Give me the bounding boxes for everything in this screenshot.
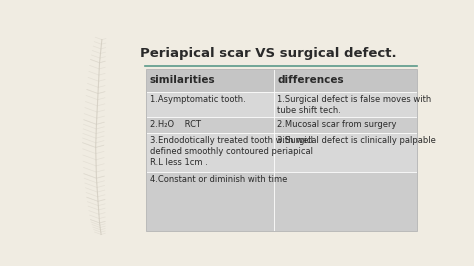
Text: 4.Constant or diminish with time: 4.Constant or diminish with time (150, 175, 287, 184)
Text: differences: differences (277, 76, 344, 85)
Text: 3.Endodotically treated tooth with well
defined smoothly contoured periapical
R.: 3.Endodotically treated tooth with well … (150, 136, 313, 167)
Text: 2.Mucosal scar from surgery: 2.Mucosal scar from surgery (277, 120, 397, 130)
Text: similarities: similarities (150, 76, 216, 85)
Bar (273, 92, 417, 117)
Bar (146, 117, 273, 133)
Text: 2.H₂O    RCT: 2.H₂O RCT (150, 120, 201, 130)
Bar (273, 117, 417, 133)
Bar (273, 133, 417, 172)
Text: 1.Asymptomatic tooth.: 1.Asymptomatic tooth. (150, 95, 246, 104)
Bar (146, 133, 273, 172)
Text: Periapical scar VS surgical defect.: Periapical scar VS surgical defect. (140, 47, 397, 60)
Bar (146, 172, 273, 231)
Text: 3.Surgical defect is clinically palpable: 3.Surgical defect is clinically palpable (277, 136, 436, 145)
Text: 1.Surgical defect is false moves with
tube shift tech.: 1.Surgical defect is false moves with tu… (277, 95, 432, 115)
Bar (146, 69, 273, 92)
Bar (273, 172, 417, 231)
Bar (146, 69, 417, 231)
Bar (146, 92, 273, 117)
Bar (273, 69, 417, 92)
